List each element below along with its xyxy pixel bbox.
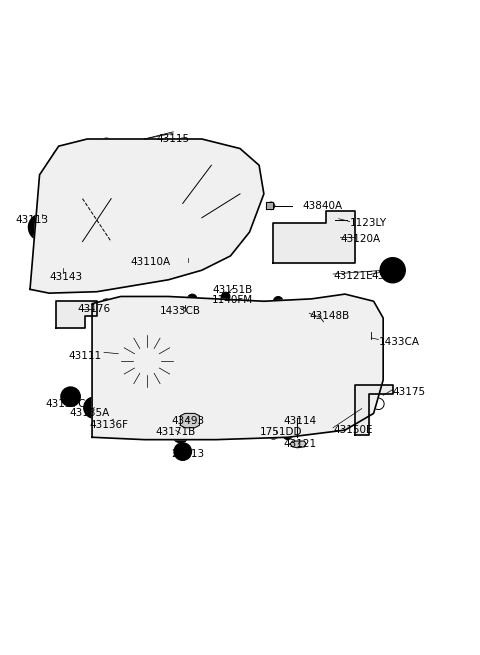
- Text: 43151B: 43151B: [213, 286, 253, 295]
- Ellipse shape: [234, 183, 246, 195]
- Ellipse shape: [29, 214, 55, 240]
- Ellipse shape: [165, 302, 172, 310]
- Ellipse shape: [225, 236, 236, 248]
- Polygon shape: [180, 413, 199, 428]
- Text: 1433CB: 1433CB: [160, 306, 201, 316]
- Ellipse shape: [102, 423, 111, 432]
- Ellipse shape: [177, 138, 189, 149]
- Ellipse shape: [380, 258, 405, 283]
- Ellipse shape: [101, 138, 112, 149]
- Ellipse shape: [267, 202, 275, 210]
- Ellipse shape: [332, 217, 339, 223]
- Polygon shape: [355, 384, 393, 435]
- Text: 43121: 43121: [283, 440, 316, 449]
- Ellipse shape: [360, 409, 369, 418]
- Ellipse shape: [373, 342, 383, 351]
- Ellipse shape: [176, 251, 199, 272]
- Ellipse shape: [178, 432, 188, 442]
- Polygon shape: [92, 294, 383, 440]
- Text: 43121E: 43121E: [333, 271, 372, 282]
- Text: 43115: 43115: [156, 134, 190, 144]
- Text: 1433CA: 1433CA: [378, 337, 420, 346]
- Text: 43111: 43111: [69, 351, 102, 361]
- Ellipse shape: [268, 428, 279, 439]
- Text: 43171B: 43171B: [156, 428, 196, 438]
- Ellipse shape: [283, 430, 292, 440]
- Ellipse shape: [225, 150, 236, 161]
- Text: 43114: 43114: [283, 415, 316, 426]
- Text: 43119: 43119: [371, 271, 404, 282]
- Ellipse shape: [53, 150, 64, 161]
- Ellipse shape: [367, 335, 375, 344]
- Text: 43110A: 43110A: [131, 257, 171, 267]
- Ellipse shape: [102, 299, 111, 309]
- Ellipse shape: [174, 443, 192, 460]
- Polygon shape: [56, 301, 97, 328]
- Text: 43176: 43176: [78, 305, 111, 314]
- Text: 43143: 43143: [49, 272, 83, 282]
- Ellipse shape: [312, 300, 320, 307]
- Text: 43840A: 43840A: [302, 201, 342, 211]
- Ellipse shape: [274, 297, 283, 306]
- Ellipse shape: [345, 297, 355, 306]
- Ellipse shape: [314, 311, 323, 320]
- Ellipse shape: [61, 387, 80, 406]
- Text: 43493: 43493: [171, 415, 204, 426]
- Ellipse shape: [173, 427, 188, 443]
- Text: 43148B: 43148B: [309, 310, 349, 320]
- Polygon shape: [290, 441, 306, 448]
- Text: 43120A: 43120A: [340, 234, 380, 244]
- Text: 1140FM: 1140FM: [212, 295, 253, 305]
- Ellipse shape: [188, 294, 197, 304]
- Polygon shape: [30, 139, 264, 293]
- Text: 21513: 21513: [171, 449, 204, 459]
- Ellipse shape: [181, 307, 190, 315]
- Text: 43150E: 43150E: [333, 425, 372, 435]
- Text: 43175: 43175: [393, 387, 426, 397]
- Ellipse shape: [53, 259, 74, 276]
- Text: 43137C: 43137C: [46, 399, 86, 409]
- Ellipse shape: [84, 397, 105, 418]
- Polygon shape: [274, 210, 355, 263]
- Text: 43135A: 43135A: [70, 409, 110, 419]
- Ellipse shape: [236, 300, 244, 307]
- Text: 43136F: 43136F: [89, 421, 128, 430]
- Ellipse shape: [103, 409, 124, 430]
- Ellipse shape: [293, 414, 301, 422]
- Text: 1751DD: 1751DD: [259, 428, 302, 438]
- Text: 43113: 43113: [16, 215, 49, 225]
- Ellipse shape: [221, 292, 230, 301]
- Polygon shape: [266, 202, 274, 209]
- Text: 1123LY: 1123LY: [350, 217, 387, 227]
